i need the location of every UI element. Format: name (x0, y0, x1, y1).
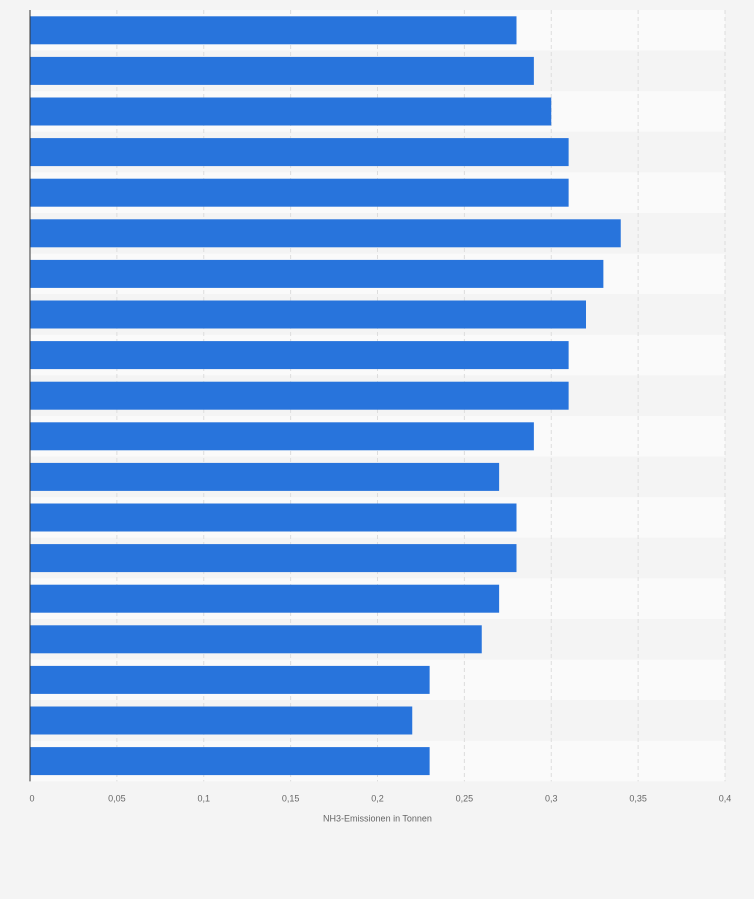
bar (30, 259, 604, 288)
x-tick-label: 0,1 (197, 793, 210, 803)
bar (30, 97, 552, 126)
bar (30, 665, 430, 694)
bar (30, 422, 534, 451)
footer-area (0, 828, 754, 899)
bar (30, 300, 586, 329)
x-tick-label: 0,35 (629, 793, 647, 803)
bar (30, 625, 482, 654)
x-tick-label: 0,4 (719, 793, 732, 803)
x-tick-label: 0 (29, 793, 34, 803)
bar (30, 381, 569, 410)
bar-chart: 0 0,05 0,1 0,15 0,2 0,25 0,3 0,35 0,4 NH3-Emissi… (29, 10, 731, 823)
bar (30, 747, 430, 776)
bar (30, 584, 500, 613)
bar (30, 16, 517, 45)
x-tick-labels: 0 0,05 0,1 0,15 0,2 0,25 0,3 0,35 0,4 (29, 793, 731, 803)
x-axis-title: NH3-Emissionen in Tonnen (323, 813, 432, 823)
bar (30, 341, 569, 370)
bar (30, 219, 621, 248)
bar (30, 178, 569, 207)
bar (30, 706, 413, 735)
bar (30, 503, 517, 532)
bar (30, 56, 534, 85)
bar (30, 138, 569, 167)
bar (30, 544, 517, 573)
x-tick-label: 0,25 (456, 793, 474, 803)
x-tick-label: 0,3 (545, 793, 558, 803)
x-tick-label: 0,15 (282, 793, 300, 803)
bars (30, 16, 621, 776)
x-tick-label: 0,2 (371, 793, 384, 803)
bar (30, 462, 500, 491)
x-tick-label: 0,05 (108, 793, 126, 803)
